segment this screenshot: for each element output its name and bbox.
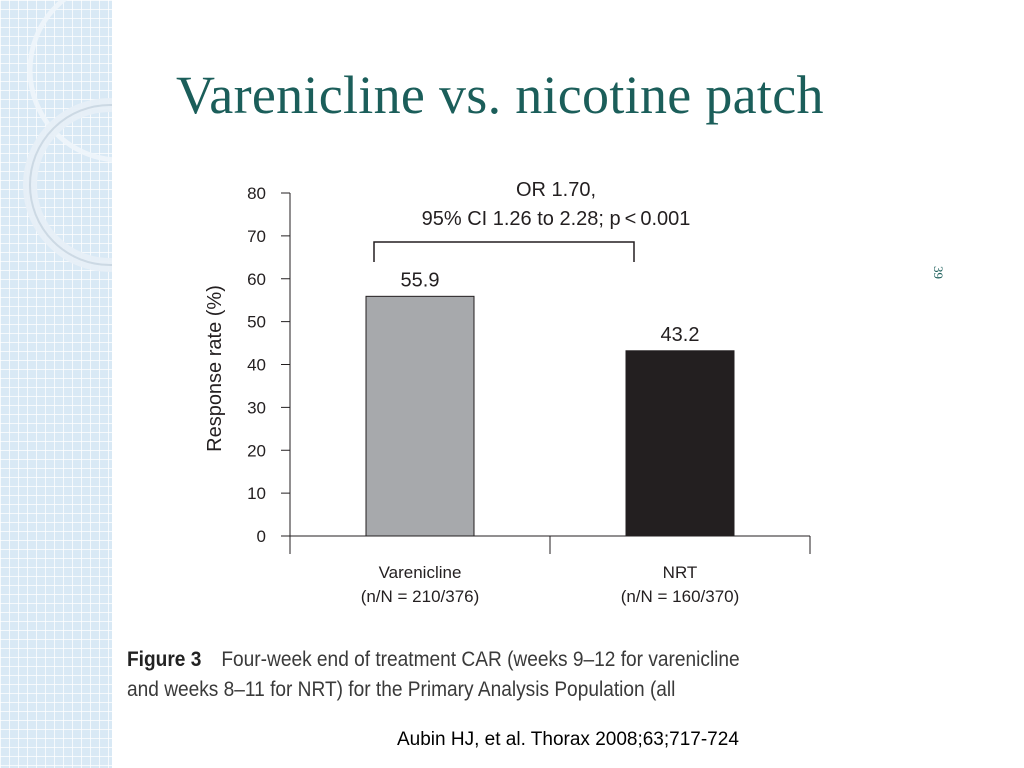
y-tick-label: 10 [247,484,266,503]
annotation-line-1: OR 1.70, [516,179,596,201]
y-tick-label: 50 [247,313,266,332]
bar-nrt [625,350,735,537]
bar-varenicline [365,295,475,537]
significance-bracket [373,241,635,262]
y-tick-label: 30 [247,398,266,417]
x-category-sublabel: (n/N = 210/376) [361,587,480,606]
decorative-rings [23,0,112,272]
caption-line-1: Figure 3 Four-week end of treatment CAR (… [127,645,855,675]
x-category-label: NRT [663,563,698,582]
y-tick-label: 60 [247,270,266,289]
y-tick-label: 20 [247,441,266,460]
x-category-sublabel: (n/N = 160/370) [621,587,740,606]
y-tick-label: 40 [247,356,266,375]
data-label: 43.2 [661,324,700,346]
slide-title: Varenicline vs. nicotine patch [176,65,824,125]
figure-caption: Figure 3 Four-week end of treatment CAR (… [127,645,855,705]
annotation-line-2: 95% CI 1.26 to 2.28; p < 0.001 [422,208,691,230]
figure-label: Figure 3 [127,648,202,671]
x-axis: Varenicline (n/N = 210/376) NRT (n/N = 160/… [289,535,811,606]
y-axis: 0 10 20 30 40 50 60 70 80 Response rate (%) [204,184,291,546]
caption-text-1: Four-week end of treatment CAR (weeks 9–… [221,648,740,671]
decorative-side-panel [0,0,112,768]
bars: 55.9 43.2 [365,269,735,537]
data-label: 55.9 [401,269,440,291]
y-tick-label: 70 [247,227,266,246]
citation: Aubin HJ, et al. Thorax 2008;63;717-724 [397,729,739,750]
bar-chart: 0 10 20 30 40 50 60 70 80 Response rate (%) Varen… [204,179,811,606]
caption-line-2: and weeks 8–11 for NRT) for the Primary … [127,678,676,701]
y-tick-label: 0 [257,527,266,546]
x-category-label: Varenicline [379,563,462,582]
significance-annotation: OR 1.70, 95% CI 1.26 to 2.28; p < 0.001 [373,179,691,262]
y-tick-label: 80 [247,184,266,203]
y-axis-title: Response rate (%) [204,285,226,452]
